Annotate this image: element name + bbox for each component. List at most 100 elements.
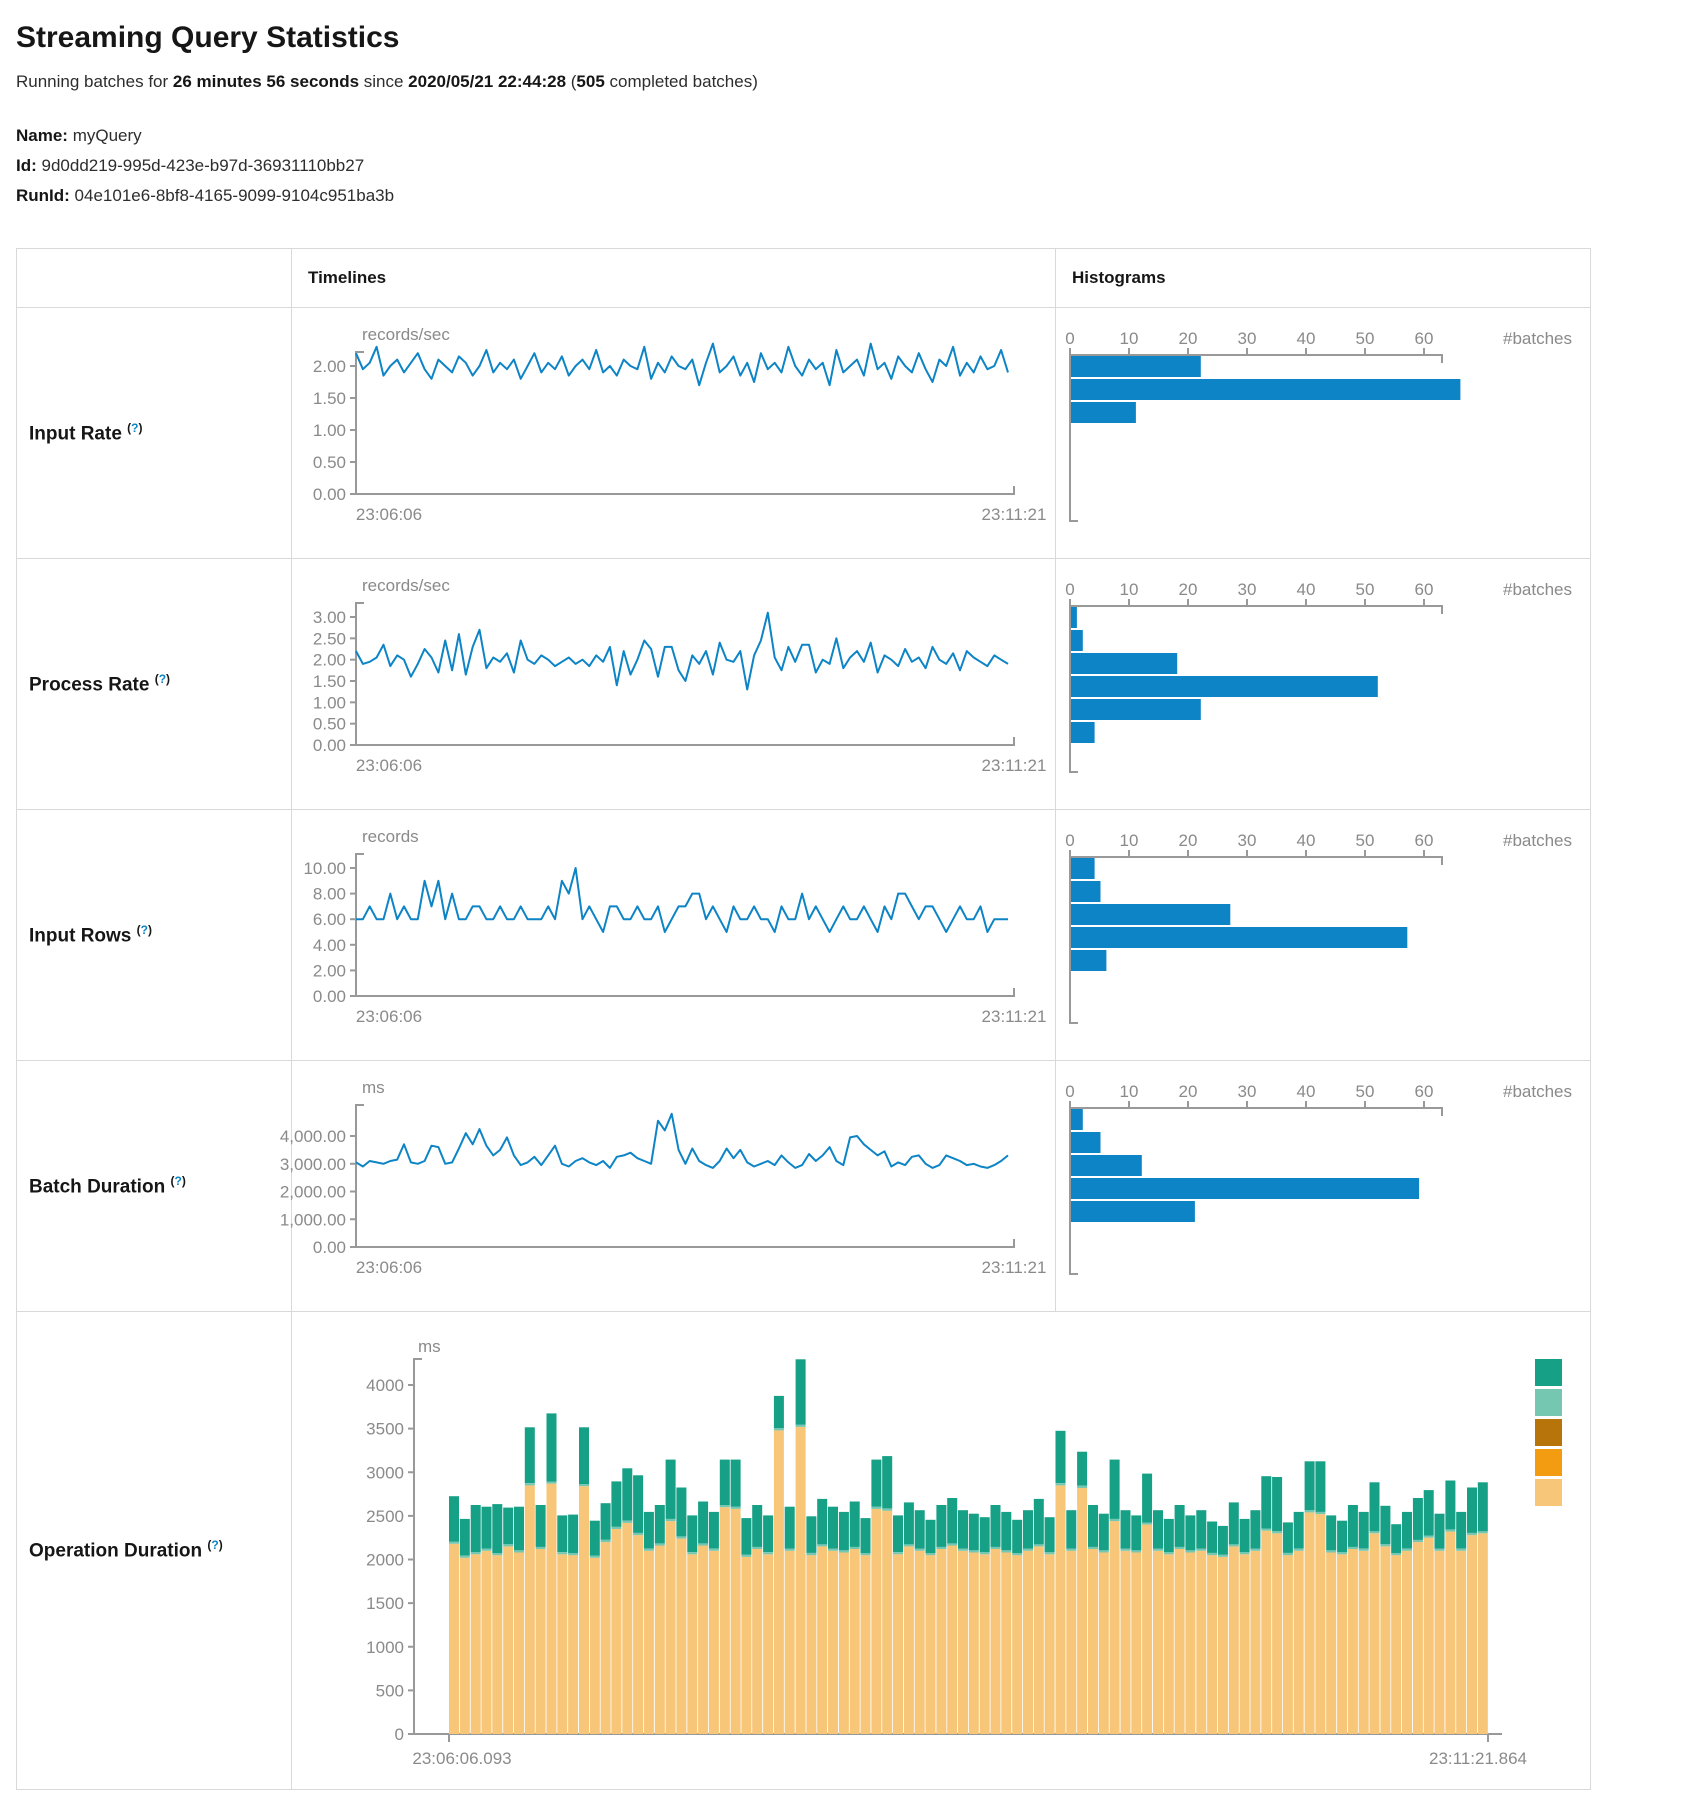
process-rate-label-cell: Process Rate (?) (16, 558, 292, 810)
svg-text:records/sec: records/sec (362, 576, 450, 595)
completed-batches-count: 505 (576, 72, 605, 91)
svg-text:23:06:06: 23:06:06 (356, 1258, 422, 1277)
svg-text:50: 50 (1356, 580, 1375, 599)
batch_duration-histogram-svg: #batches 0 10 20 30 40 50 60 (1065, 1082, 1572, 1275)
input-rows-timeline-chart: records 10.00 8.00 6.00 4.00 2.00 0.00 23:06:06… (292, 810, 1055, 1060)
svg-text:#batches: #batches (1503, 580, 1572, 599)
svg-text:0: 0 (395, 1725, 404, 1744)
svg-text:30: 30 (1238, 831, 1257, 850)
svg-text:23:11:21: 23:11:21 (982, 505, 1047, 524)
summary-prefix: Running batches for (16, 72, 173, 91)
svg-text:3.00: 3.00 (313, 608, 346, 627)
svg-text:0: 0 (1065, 831, 1074, 850)
query-id-line: Id: 9d0dd219-995d-423e-b97d-36931110bb27 (16, 156, 1677, 176)
svg-text:1.00: 1.00 (313, 693, 346, 712)
batch-duration-label-cell: Batch Duration (?) (16, 1060, 292, 1312)
svg-text:20: 20 (1179, 329, 1198, 348)
svg-text:1.50: 1.50 (313, 672, 346, 691)
svg-text:23:11:21.864: 23:11:21.864 (1429, 1749, 1527, 1768)
svg-text:60: 60 (1415, 1082, 1434, 1101)
svg-text:10: 10 (1120, 1082, 1139, 1101)
query-id-label: Id: (16, 156, 37, 175)
svg-text:30: 30 (1238, 1082, 1257, 1101)
query-name-value: myQuery (67, 126, 142, 145)
svg-text:2000: 2000 (366, 1551, 404, 1570)
svg-text:10: 10 (1120, 831, 1139, 850)
process-rate-timeline-chart: records/sec 3.00 2.50 2.00 1.50 1.00 0.50 0.00 2… (292, 559, 1055, 809)
svg-text:60: 60 (1415, 831, 1434, 850)
histograms-column-header: Histograms (1055, 248, 1591, 308)
svg-text:3000: 3000 (366, 1463, 404, 1482)
start-time: 2020/05/21 22:44:28 (408, 72, 567, 91)
svg-text:records/sec: records/sec (362, 325, 450, 344)
input-rate-label-cell: Input Rate (?) (16, 307, 292, 559)
svg-text:1000: 1000 (366, 1638, 404, 1657)
stats-table-header-row: Timelines Histograms (16, 248, 1591, 308)
svg-text:20: 20 (1179, 580, 1198, 599)
input_rows-histogram-svg: #batches 0 10 20 30 40 50 60 (1065, 831, 1572, 1024)
process_rate-timeline-svg: records/sec 3.00 2.50 2.00 1.50 1.00 0.50 0.00 2… (313, 576, 1047, 775)
input-rows-label-cell: Input Rows (?) (16, 809, 292, 1061)
svg-text:0.50: 0.50 (313, 715, 346, 734)
svg-text:40: 40 (1297, 329, 1316, 348)
svg-text:40: 40 (1297, 1082, 1316, 1101)
svg-text:23:11:21: 23:11:21 (982, 1258, 1047, 1277)
batch-duration-help-icon[interactable]: (?) (170, 1173, 186, 1188)
process-rate-row: Process Rate (?) records/sec 3.00 2.50 2.00… (16, 558, 1591, 810)
svg-text:ms: ms (362, 1078, 385, 1097)
svg-text:4.00: 4.00 (313, 936, 346, 955)
operation-duration-stacked-chart: ms 4000 3500 3000 2500 2000 1500 1000 500 0 23:06:… (292, 1312, 1590, 1789)
input-rate-help-icon[interactable]: (?) (127, 420, 143, 435)
svg-text:30: 30 (1238, 329, 1257, 348)
op-duration-legend-swatch-0 (1535, 1359, 1562, 1386)
svg-text:1.00: 1.00 (313, 421, 346, 440)
svg-text:0: 0 (1065, 329, 1074, 348)
process_rate-histogram-svg: #batches 0 10 20 30 40 50 60 (1065, 580, 1572, 773)
process-rate-help-icon[interactable]: (?) (154, 671, 171, 686)
page-title: Streaming Query Statistics (16, 21, 400, 54)
svg-text:40: 40 (1297, 580, 1316, 599)
stats-table: Timelines Histograms Input Rate (?) reco… (16, 248, 1591, 1790)
svg-text:23:06:06: 23:06:06 (356, 1007, 422, 1026)
operation-duration-svg: ms 4000 3500 3000 2500 2000 1500 1000 500 0 23:06:… (366, 1337, 1562, 1768)
running-duration: 26 minutes 56 seconds (172, 72, 360, 91)
running-batches-summary: Running batches for 26 minutes 56 second… (16, 72, 758, 91)
svg-text:10: 10 (1120, 580, 1139, 599)
svg-text:0: 0 (1065, 580, 1074, 599)
batch-duration-label: Batch Duration (29, 1176, 166, 1198)
query-runid-value: 04e101e6-8bf8-4165-9099-9104c951ba3b (69, 186, 395, 205)
svg-text:50: 50 (1356, 1082, 1375, 1101)
input_rate-timeline-svg: records/sec 2.00 1.50 1.00 0.50 0.00 23:06:06 2… (313, 325, 1047, 524)
query-runid-label: RunId: (16, 186, 70, 205)
input-rows-histogram-chart: #batches 0 10 20 30 40 50 60 (1056, 810, 1590, 1060)
svg-text:0: 0 (1065, 1082, 1074, 1101)
metric-column-header (16, 248, 292, 308)
process-rate-label: Process Rate (29, 674, 150, 696)
svg-text:#batches: #batches (1503, 329, 1572, 348)
operation-duration-help-icon[interactable]: (?) (207, 1538, 223, 1553)
svg-text:23:11:21: 23:11:21 (982, 756, 1047, 775)
svg-text:#batches: #batches (1503, 831, 1572, 850)
svg-text:0.00: 0.00 (313, 485, 346, 504)
svg-text:10.00: 10.00 (303, 859, 346, 878)
process-rate-histogram-chart: #batches 0 10 20 30 40 50 60 (1056, 559, 1590, 809)
operation-duration-row: Operation Duration (?) ms 4000 3500 3000 250… (16, 1311, 1591, 1790)
svg-text:8.00: 8.00 (313, 885, 346, 904)
input-rows-help-icon[interactable]: (?) (136, 922, 153, 937)
timelines-column-header: Timelines (291, 248, 1056, 308)
input-rate-row: Input Rate (?) records/sec 2.00 1.50 1.00 0.… (16, 307, 1591, 559)
svg-text:2.00: 2.00 (313, 651, 346, 670)
svg-text:500: 500 (376, 1681, 404, 1700)
svg-text:4000: 4000 (366, 1376, 404, 1395)
input-rows-label: Input Rows (29, 925, 132, 947)
batch_duration-timeline-svg: ms 4,000.00 3,000.00 2,000.00 1,000.00 0.00 23… (280, 1078, 1047, 1277)
svg-text:20: 20 (1179, 1082, 1198, 1101)
op-duration-legend-swatch-2 (1535, 1419, 1562, 1446)
input_rows-timeline-svg: records 10.00 8.00 6.00 4.00 2.00 0.00 23:06:06… (303, 827, 1046, 1026)
svg-text:2.50: 2.50 (313, 629, 346, 648)
svg-text:2500: 2500 (366, 1507, 404, 1526)
query-runid-line: RunId: 04e101e6-8bf8-4165-9099-9104c951b… (16, 186, 1677, 206)
svg-text:#batches: #batches (1503, 1082, 1572, 1101)
svg-text:10: 10 (1120, 329, 1139, 348)
